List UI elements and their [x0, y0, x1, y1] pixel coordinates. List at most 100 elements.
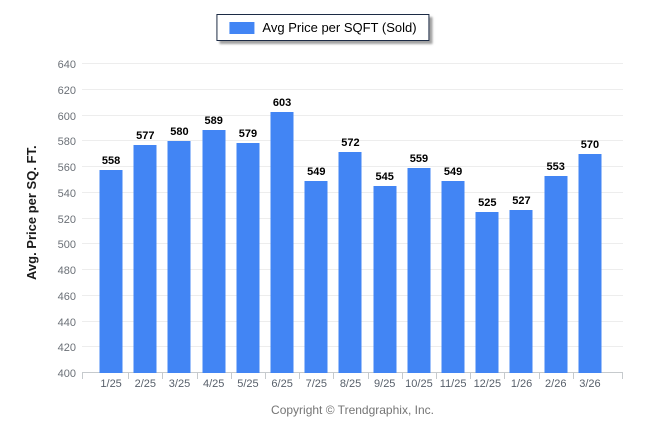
x-tick-label: 6/25 [271, 378, 293, 390]
bar [407, 168, 431, 373]
bar-slot: 549 [436, 64, 470, 373]
bar-value-label: 525 [478, 197, 497, 210]
bar-value-label: 527 [512, 194, 531, 207]
y-tick-label: 520 [57, 213, 76, 226]
bar-slot: 580 [162, 64, 196, 373]
bar [270, 111, 294, 373]
gridline [82, 140, 623, 142]
bar [304, 181, 328, 373]
x-axis-edge-tick [622, 373, 623, 379]
x-axis-tick [265, 373, 266, 379]
x-axis-tick [367, 373, 369, 379]
bar [338, 151, 362, 373]
bar-value-label: 572 [341, 136, 360, 149]
bar-value-label: 553 [546, 161, 565, 174]
x-tick-label: 2/26 [545, 378, 567, 390]
bar [578, 154, 602, 373]
bar [509, 209, 533, 373]
x-axis-tick [572, 373, 574, 379]
x-axis-tick [538, 373, 540, 379]
x-axis-edge-tick [82, 373, 83, 379]
legend-label: Avg Price per SQFT (Sold) [262, 20, 417, 35]
x-axis-tick [470, 373, 472, 379]
bar [133, 145, 157, 373]
bar-value-label: 558 [101, 154, 121, 167]
y-tick-label: 480 [57, 265, 76, 278]
gridline [82, 114, 623, 116]
x-tick-label: 2/25 [134, 378, 157, 390]
bar-value-label: 549 [443, 166, 463, 179]
x-tick-label: 11/25 [439, 378, 467, 390]
y-tick-label: 440 [57, 316, 76, 329]
gridline [82, 63, 623, 64]
bar [167, 141, 191, 373]
y-tick-label: 620 [57, 84, 76, 97]
bar [475, 212, 499, 373]
y-tick-label: 400 [57, 368, 76, 380]
x-axis-tick [162, 373, 164, 379]
bar-value-label: 549 [307, 166, 326, 179]
x-axis-tick [436, 373, 437, 379]
y-tick-label: 640 [57, 59, 76, 71]
x-tick-label: 1/26 [510, 378, 533, 390]
x-tick-label: 3/25 [168, 378, 191, 390]
x-axis-tick [196, 373, 198, 379]
x-tick-label: 10/25 [405, 378, 433, 390]
bar-slot: 558 [94, 64, 128, 373]
bar-value-label: 545 [375, 171, 394, 184]
bar [99, 169, 123, 373]
bar-slot: 549 [299, 64, 333, 373]
x-axis-tick [333, 373, 335, 379]
x-tick-label: 4/25 [203, 378, 225, 390]
y-tick-label: 560 [57, 162, 76, 175]
bar-slot: 570 [573, 64, 607, 373]
bar [544, 176, 568, 373]
y-tick-label: 540 [57, 187, 76, 200]
x-tick-label: 7/25 [305, 378, 328, 390]
bar [373, 186, 397, 373]
bar-slot: 559 [402, 64, 436, 373]
bar-slot: 525 [470, 64, 504, 373]
bar-value-label: 570 [580, 139, 600, 152]
x-tick-label: 9/25 [374, 378, 396, 390]
plot-area: 558 577 580 589 579 603 549 572 545 559 549 525 527 5… [82, 63, 623, 379]
x-axis-tick [299, 373, 301, 379]
x-axis-tick [128, 373, 130, 379]
bars-layer: 558 577 580 589 579 603 549 572 545 559 549 525 527 5… [94, 64, 607, 379]
bar-value-label: 577 [136, 130, 155, 143]
bar-slot: 589 [197, 64, 231, 373]
y-tick-label: 600 [57, 110, 76, 123]
x-axis-labels: 1/25 2/25 3/25 4/25 5/25 6/25 7/25 8/25 9/25 10/2… [94, 378, 607, 390]
x-tick-label: 5/25 [237, 378, 259, 390]
bar-value-label: 603 [272, 96, 292, 109]
y-tick-label: 500 [57, 239, 76, 252]
x-axis-tick [230, 373, 232, 379]
x-tick-label: 3/26 [579, 378, 601, 390]
y-tick-label: 420 [57, 342, 76, 355]
x-tick-label: 12/25 [473, 378, 502, 390]
bar-slot: 577 [128, 64, 162, 373]
legend-swatch-icon [229, 21, 255, 34]
bar [441, 181, 465, 373]
gridline [82, 88, 623, 90]
x-tick-label: 8/25 [339, 378, 362, 390]
x-tick-label: 1/25 [100, 378, 122, 390]
x-axis-tick [504, 373, 506, 379]
y-axis-labels: 400 420 440 460 480 500 520 540 560 580 600 620 640 [0, 59, 76, 380]
y-tick-label: 580 [57, 136, 76, 149]
y-tick-label: 460 [57, 290, 76, 303]
bar-slot: 553 [539, 64, 573, 373]
bar-value-label: 559 [409, 153, 429, 166]
bar [202, 129, 226, 373]
bar-value-label: 589 [204, 114, 223, 127]
bar-value-label: 579 [238, 127, 258, 140]
x-axis-tick [401, 373, 403, 379]
bar-slot: 603 [265, 64, 299, 373]
legend: Avg Price per SQFT (Sold) [216, 14, 430, 41]
bar [236, 142, 260, 373]
bar-slot: 579 [231, 64, 265, 373]
bar-slot: 572 [333, 64, 367, 373]
bar-value-label: 580 [170, 126, 189, 139]
bar-slot: 527 [504, 64, 538, 373]
